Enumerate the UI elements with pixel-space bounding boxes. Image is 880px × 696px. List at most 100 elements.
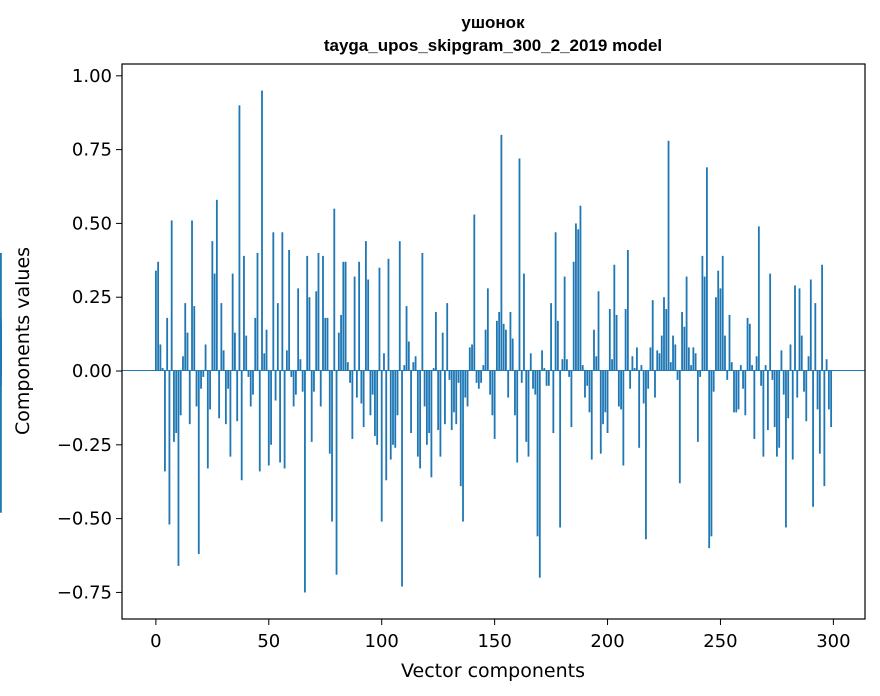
bar [773,371,776,428]
bar [450,371,453,431]
bar [830,371,833,428]
bar [778,371,781,448]
bar [202,371,205,377]
bar [629,371,632,389]
bar [439,371,442,457]
bar [780,350,783,372]
bar [665,309,668,372]
bar [245,335,248,372]
bar [200,371,202,389]
bar [538,371,541,578]
bar [193,306,196,372]
bar [645,371,647,540]
bar [762,371,765,457]
bar [681,311,683,372]
bar [748,323,751,372]
bar [432,368,435,372]
bar [326,317,329,372]
bar [746,317,749,372]
bar [423,371,426,407]
bar [516,371,519,463]
y-tick-label: −0.75 [57,582,112,603]
bar [633,368,636,372]
bar [331,371,333,522]
bar [234,332,236,372]
bar [575,223,577,372]
bar [696,371,699,442]
bar [306,255,309,372]
bar [263,353,266,372]
bar [523,273,525,372]
bar [170,220,173,372]
bar [495,320,498,372]
bar [552,371,555,434]
bar [701,255,704,372]
bar [290,371,293,377]
bar [554,232,557,372]
bar [297,288,300,372]
bar [369,371,372,416]
bar [678,371,681,484]
bar [502,323,505,372]
bar [475,371,478,383]
bar [486,288,489,372]
bar [218,371,221,419]
bar [313,371,315,392]
bar [477,371,480,389]
bar [349,371,351,383]
bar [157,261,160,372]
bar [565,359,568,372]
bar [721,255,724,372]
bar [816,371,819,410]
bar [175,371,178,434]
bar [410,371,412,434]
bar [581,365,584,372]
bar [240,371,243,481]
bar [572,261,575,372]
bar [683,326,686,372]
bar [656,350,659,372]
bar [299,359,302,372]
bar [480,371,482,383]
bar [197,371,200,555]
bar [258,371,261,472]
bar [764,365,767,372]
bar [640,365,643,372]
bar [638,371,641,448]
bar [459,371,462,487]
y-axis-label: Components values [12,247,34,435]
bar [602,371,604,425]
bar [782,371,785,395]
y-tick-label: 1.00 [72,66,112,87]
bar [285,350,288,372]
bar [751,365,753,372]
bar [660,335,663,372]
bar [276,303,279,372]
bar [620,371,622,410]
bar [335,371,338,575]
bar [403,365,406,372]
bar [796,371,799,398]
bar [586,371,589,386]
bar [597,291,600,372]
bar [613,264,616,372]
bar [651,300,654,372]
bar [654,371,656,398]
bar [568,371,571,377]
bar [814,303,817,372]
bar [446,303,449,372]
bar [371,371,374,395]
bar [807,356,810,372]
x-tick-label: 0 [150,631,161,652]
bar [161,368,164,372]
bar [462,371,464,522]
bar [265,329,268,372]
bar [229,371,232,457]
bar [631,356,634,372]
bar [383,353,385,372]
bar [398,241,401,372]
bar [389,371,392,460]
bar [322,255,324,372]
bar [742,371,744,389]
bar [362,371,365,428]
